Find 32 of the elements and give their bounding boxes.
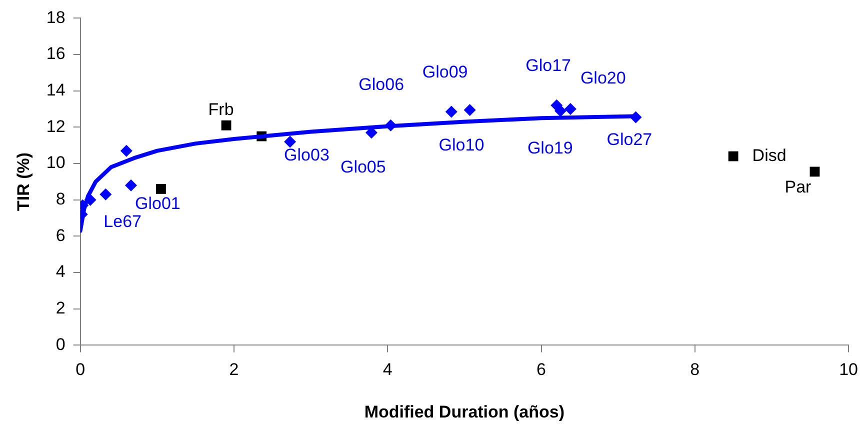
- x-tick-label: 6: [536, 360, 546, 380]
- annotation: Disd: [752, 146, 786, 165]
- x-tick-label: 8: [690, 360, 700, 380]
- y-tick-label: 10: [46, 153, 66, 172]
- annotation: Glo03: [284, 145, 330, 164]
- y-tick-label: 4: [56, 262, 66, 282]
- y-tick-label: 14: [46, 80, 66, 100]
- y-tick-label: 6: [56, 226, 66, 245]
- annotation: Glo06: [358, 75, 404, 94]
- y-tick-label: 12: [46, 116, 66, 136]
- y-tick-label: 2: [56, 298, 66, 318]
- annotation: Glo10: [438, 136, 484, 155]
- x-tick-label: 2: [229, 360, 239, 380]
- x-tick-label: 4: [382, 360, 392, 380]
- y-tick-label: 0: [56, 334, 66, 354]
- annotation: Par: [784, 177, 812, 196]
- annotation: Frb: [208, 100, 234, 120]
- annotation: Glo17: [526, 56, 571, 76]
- x-axis-title: Modified Duration (años): [364, 402, 565, 422]
- y-tick-label: 16: [46, 44, 66, 64]
- x-tick-label: 10: [839, 360, 858, 380]
- annotation: Glo09: [422, 62, 468, 82]
- x-tick-label: 0: [76, 360, 86, 380]
- y-tick-label: 8: [56, 190, 66, 209]
- annotation: Glo27: [606, 130, 652, 149]
- annotation: Glo01: [135, 194, 180, 214]
- annotation: Le67: [104, 212, 142, 232]
- annotation: Glo05: [340, 157, 386, 176]
- annotation: Glo19: [527, 138, 573, 158]
- annotation: Glo20: [580, 68, 626, 88]
- y-tick-label: 18: [46, 8, 66, 27]
- y-axis-title: TIR (%): [14, 152, 33, 211]
